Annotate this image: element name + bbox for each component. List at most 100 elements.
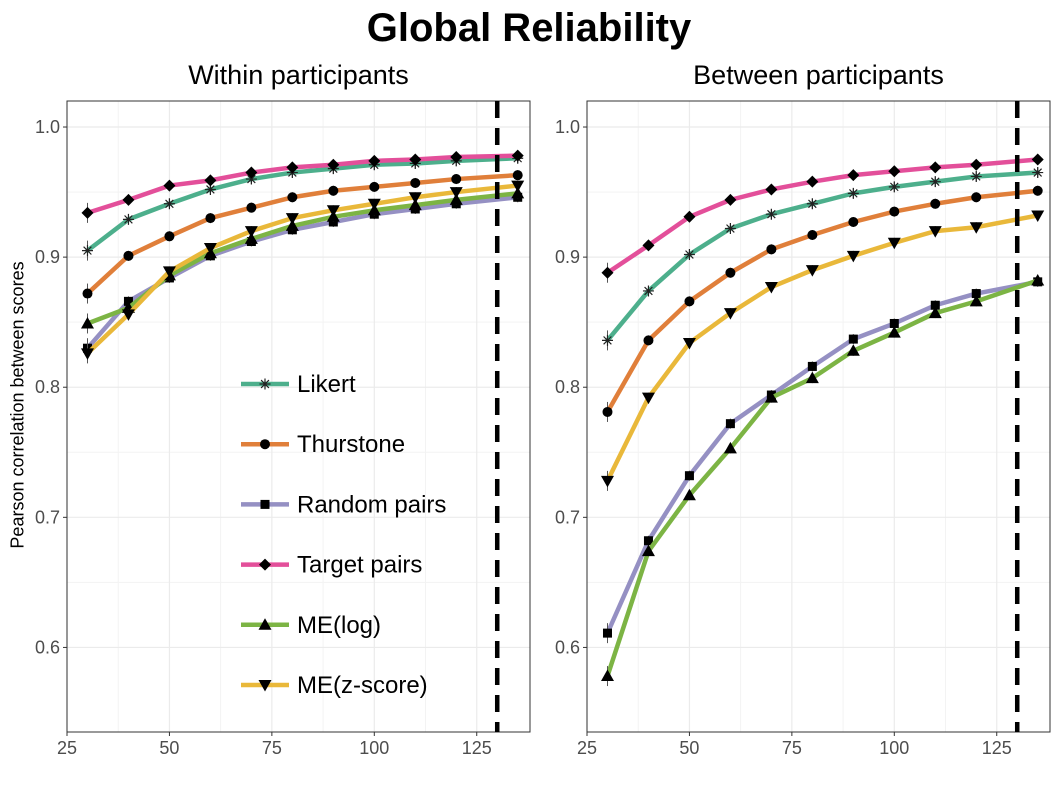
data-point (725, 267, 736, 278)
legend-item: Thurstone (241, 431, 405, 458)
y-tick-label: 0.6 (555, 637, 580, 657)
panel-title: Within participants (188, 60, 409, 90)
data-point (81, 245, 93, 257)
data-point (889, 318, 899, 328)
legend-marker (259, 558, 271, 571)
data-point (449, 193, 463, 205)
panel-border (66, 100, 531, 733)
legend-item: Target pairs (241, 552, 422, 579)
data-point (327, 158, 340, 171)
data-point (971, 192, 982, 203)
legend-label: ME(z-score) (297, 672, 428, 699)
data-point (326, 205, 340, 217)
panel-border (586, 100, 1051, 733)
legend-item: ME(z-score) (241, 672, 428, 699)
data-point (121, 309, 135, 321)
x-tick-label: 25 (57, 738, 77, 758)
y-tick-label: 0.7 (555, 507, 580, 527)
legend-label: Thurstone (297, 431, 405, 458)
data-point (244, 232, 258, 244)
data-point (928, 226, 942, 238)
data-point (601, 266, 614, 279)
data-point (204, 174, 217, 187)
legend-item: Random pairs (241, 491, 446, 518)
series-line (605, 279, 1040, 636)
data-point (641, 392, 655, 405)
data-point (723, 308, 737, 320)
x-tick-label: 50 (159, 738, 179, 758)
data-point (846, 250, 860, 263)
data-point (848, 216, 859, 227)
legend-label: Random pairs (297, 491, 446, 518)
data-point (887, 326, 901, 338)
data-point (682, 337, 696, 350)
data-point (369, 181, 380, 192)
data-point (80, 348, 94, 360)
data-point (725, 419, 735, 429)
panel-2: 25 50 75 100 125 0.6 0.7 0.8 0.9 1.0 Between parti… (555, 60, 1051, 758)
y-tick-label: 0.9 (35, 247, 60, 267)
data-point (683, 210, 696, 223)
data-point (971, 289, 981, 299)
data-point (1031, 210, 1045, 222)
data-point (122, 213, 134, 225)
data-point (764, 391, 778, 403)
data-point (408, 198, 422, 211)
data-point (367, 198, 381, 211)
data-point (764, 282, 778, 294)
data-point (930, 198, 941, 209)
data-point (602, 628, 612, 638)
panel-1: 25 50 75 100 125 0.6 0.7 0.8 0.9 1.0 Within partic… (35, 60, 531, 758)
series-line (85, 191, 520, 326)
main-title: Global Reliability (366, 6, 692, 50)
data-point (287, 192, 298, 203)
data-point (205, 213, 216, 224)
data-point (765, 208, 777, 220)
data-point (765, 183, 778, 196)
legend-label: ME(log) (297, 612, 381, 639)
legend-marker (260, 439, 270, 450)
data-point (163, 198, 175, 210)
data-point (602, 406, 613, 417)
data-point (643, 536, 653, 546)
series-line (605, 278, 1040, 679)
data-point (641, 544, 655, 557)
data-point (970, 170, 982, 182)
data-point (451, 174, 462, 185)
legend-marker (258, 680, 272, 692)
data-point (122, 193, 135, 206)
data-point (889, 206, 900, 217)
data-point (1031, 274, 1045, 286)
data-point (969, 222, 983, 234)
legend-marker (258, 618, 272, 630)
data-point (511, 149, 524, 162)
data-point (724, 193, 737, 206)
series-line (85, 195, 520, 351)
data-point (682, 488, 696, 501)
data-point (930, 300, 940, 310)
data-point (285, 219, 299, 231)
data-point (684, 296, 695, 307)
data-point (368, 154, 381, 167)
data-point (163, 179, 176, 192)
data-point (162, 266, 176, 278)
data-point (929, 161, 942, 174)
data-point (164, 231, 175, 242)
legend-marker (259, 378, 271, 390)
data-point (847, 187, 859, 199)
x-tick-label: 100 (359, 738, 389, 758)
data-point (807, 230, 818, 241)
x-tick-label: 100 (879, 738, 909, 758)
data-point (643, 335, 654, 346)
data-point (806, 175, 819, 188)
data-point (80, 316, 94, 329)
y-tick-label: 0.8 (35, 377, 60, 397)
data-point (888, 181, 900, 193)
data-point (408, 192, 422, 204)
legend-item: ME(log) (241, 612, 381, 639)
data-point (929, 176, 941, 188)
data-point (642, 285, 654, 297)
data-point (245, 173, 257, 185)
x-tick-label: 75 (262, 738, 282, 758)
